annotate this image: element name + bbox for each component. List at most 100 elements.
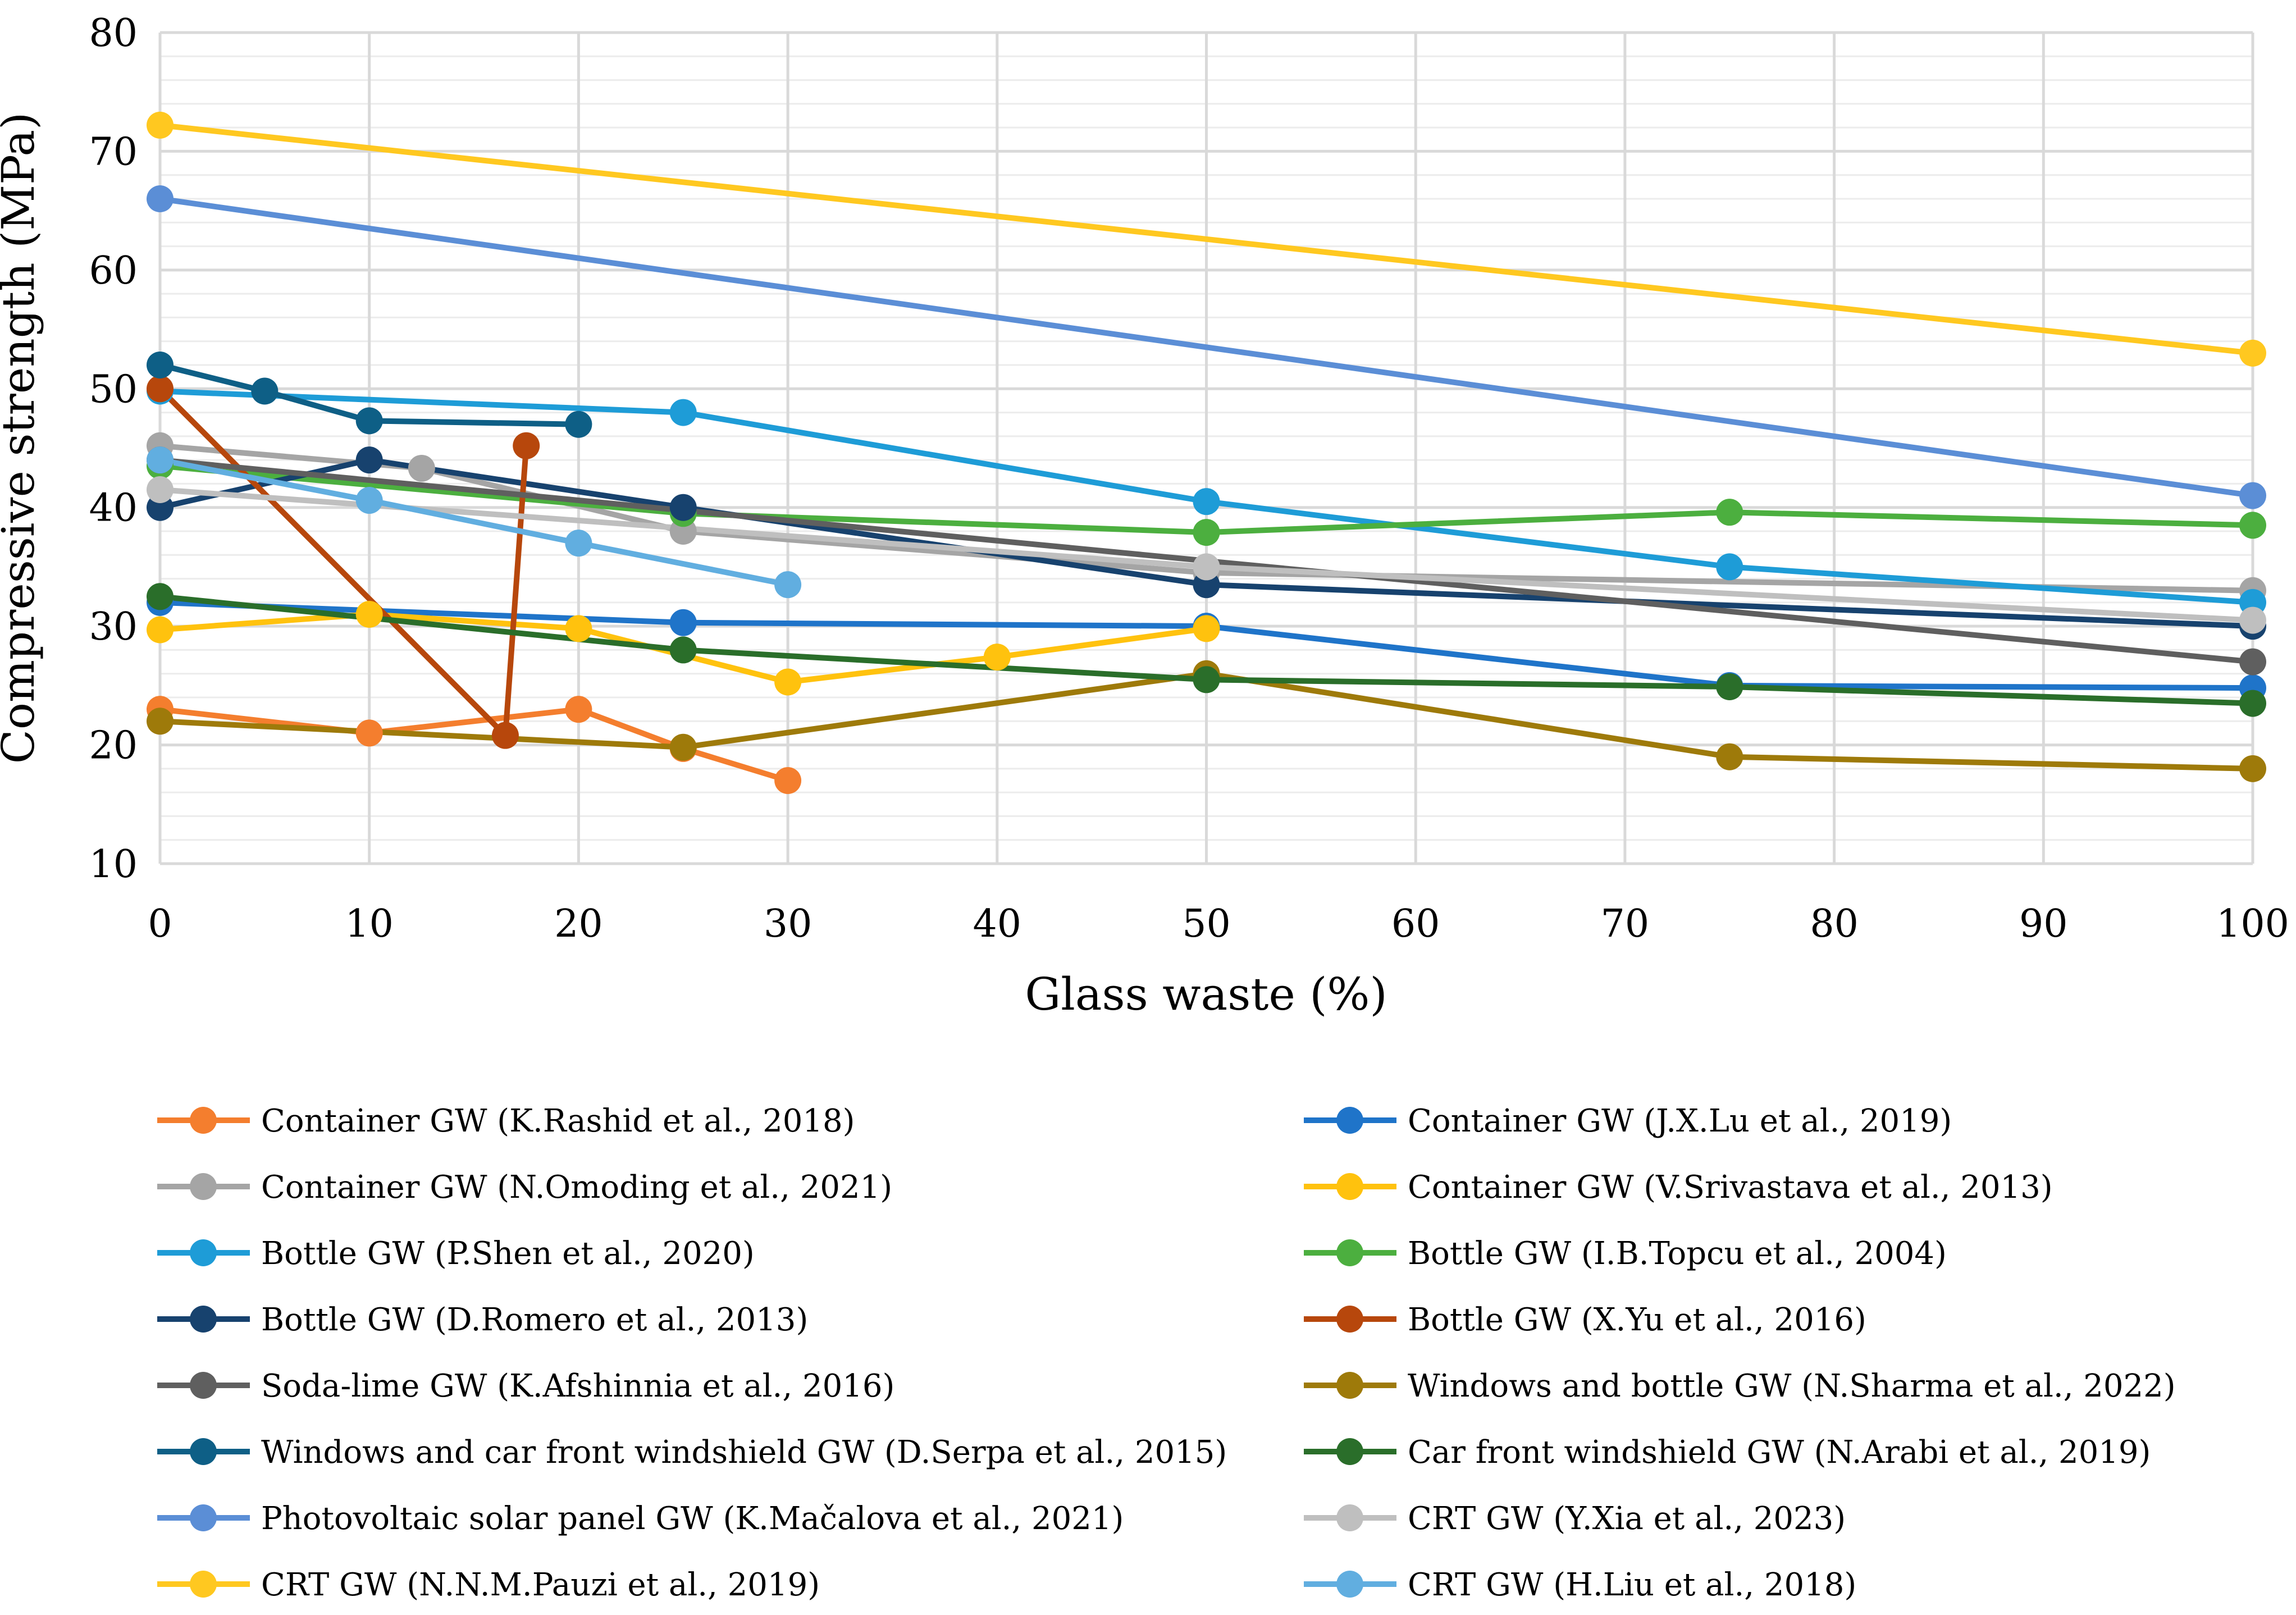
legend-marker [1336,1306,1363,1333]
legend-item: Bottle GW (I.B.Topcu et al., 2004) [1304,1235,1947,1272]
legend-marker [190,1107,217,1134]
data-point-series-5 [669,399,697,426]
series-line-8 [157,386,530,738]
data-point-series-4 [565,615,592,642]
legend-label: CRT GW (H.Liu et al., 2018) [1408,1567,1856,1603]
legend-item: Windows and car front windshield GW (D.S… [157,1434,1227,1471]
y-tick-label: 50 [89,367,138,412]
data-point-series-8 [147,375,174,403]
data-point-series-12 [1716,673,1743,700]
y-tick-label: 20 [89,724,138,768]
data-point-series-4 [774,668,802,696]
data-point-series-10 [1716,743,1743,770]
legend-label: Windows and bottle GW (N.Sharma et al., … [1408,1368,2176,1404]
data-point-series-16 [147,446,174,474]
data-point-series-15 [2239,339,2266,367]
legend-marker [1336,1571,1363,1598]
legend-item: CRT GW (H.Liu et al., 2018) [1304,1567,1856,1603]
data-point-series-4 [983,644,1011,671]
legend-marker [190,1372,217,1399]
legend-item: CRT GW (Y.Xia et al., 2023) [1304,1500,1846,1537]
legend-label: Container GW (J.X.Lu et al., 2019) [1408,1103,1952,1139]
data-point-series-16 [355,487,383,514]
x-tick-label: 100 [2216,902,2289,946]
legend-marker [1336,1107,1363,1134]
data-point-series-16 [565,530,592,557]
legend-label: CRT GW (Y.Xia et al., 2023) [1408,1500,1846,1537]
data-point-series-12 [2239,690,2266,717]
x-tick-label: 70 [1601,902,1650,946]
data-point-series-12 [669,636,697,664]
legend-label: Bottle GW (X.Yu et al., 2016) [1408,1302,1866,1338]
data-point-series-10 [669,733,697,761]
data-point-series-6 [1193,519,1220,546]
x-tick-label: 0 [148,902,172,946]
y-tick-label: 40 [89,486,138,531]
legend-item: Container GW (N.Omoding et al., 2021) [157,1169,892,1206]
data-point-series-10 [147,708,174,735]
legend-label: Windows and car front windshield GW (D.S… [261,1434,1227,1471]
legend-item: Container GW (K.Rashid et al., 2018) [157,1103,855,1139]
data-point-series-14 [147,476,174,503]
data-point-series-11 [355,407,383,435]
data-point-series-12 [147,583,174,610]
legend-label: Car front windshield GW (N.Arabi et al.,… [1408,1434,2151,1471]
data-point-series-2 [669,609,697,636]
legend-marker [1336,1372,1363,1399]
series-line-16 [157,457,791,588]
y-tick-label: 60 [89,249,138,293]
legend-label: CRT GW (N.N.M.Pauzi et al., 2019) [261,1567,820,1603]
legend-label: Container GW (K.Rashid et al., 2018) [261,1103,855,1139]
series-line-11 [157,362,582,427]
series-points [147,111,2266,794]
data-point-series-11 [565,410,592,438]
y-tick-label: 30 [89,605,138,649]
x-tick-label: 10 [345,902,394,946]
y-tick-label: 10 [89,842,138,887]
legend-item: Bottle GW (X.Yu et al., 2016) [1304,1302,1866,1338]
legend-item: Bottle GW (P.Shen et al., 2020) [157,1235,755,1272]
legend-marker [190,1173,217,1200]
x-tick-label: 60 [1391,902,1440,946]
x-axis-tick-labels: 0 10 20 30 40 50 60 70 80 90 100 [148,902,2289,946]
series-line-15 [157,122,2256,356]
y-tick-label: 80 [89,11,138,56]
legend-label: Bottle GW (I.B.Topcu et al., 2004) [1408,1235,1947,1272]
legend-marker [190,1306,217,1333]
series-line-13 [157,196,2256,499]
data-point-series-1 [565,696,592,723]
legend-marker [190,1239,217,1266]
data-point-series-13 [147,185,174,212]
legend-label: Container GW (V.Srivastava et al., 2013) [1408,1169,2053,1206]
data-point-series-6 [2239,512,2266,539]
data-point-series-14 [2239,606,2266,634]
legend-marker [1336,1173,1363,1200]
data-point-series-13 [2239,482,2266,509]
legend-label: Bottle GW (P.Shen et al., 2020) [261,1235,755,1272]
y-tick-label: 70 [89,130,138,174]
data-point-series-11 [147,352,174,378]
legend-item: Container GW (V.Srivastava et al., 2013) [1304,1169,2053,1206]
data-point-series-7 [355,446,383,474]
legend-label: Bottle GW (D.Romero et al., 2013) [261,1302,808,1338]
y-axis-tick-labels: 10 20 30 40 50 60 70 80 [89,11,138,887]
legend-label: Soda-lime GW (K.Afshinnia et al., 2016) [261,1368,894,1404]
legend-marker [1336,1239,1363,1266]
data-point-series-1 [774,767,802,794]
data-point-series-8 [491,722,519,749]
y-axis-title: Compressive strength (MPa) [0,112,44,764]
legend-item: Container GW (J.X.Lu et al., 2019) [1304,1103,1952,1139]
x-tick-label: 20 [554,902,603,946]
legend-item: Car front windshield GW (N.Arabi et al.,… [1304,1434,2151,1471]
legend-marker [1336,1504,1363,1531]
data-point-series-9 [2239,648,2266,676]
x-tick-label: 80 [1810,902,1859,946]
data-point-series-6 [1716,499,1743,526]
data-point-series-7 [669,494,697,521]
data-point-series-12 [1193,666,1220,694]
legend-item: CRT GW (N.N.M.Pauzi et al., 2019) [157,1567,820,1603]
data-point-series-5 [1193,488,1220,515]
legend: Container GW (K.Rashid et al., 2018) Cont… [157,1103,2176,1603]
legend-marker [190,1438,217,1465]
